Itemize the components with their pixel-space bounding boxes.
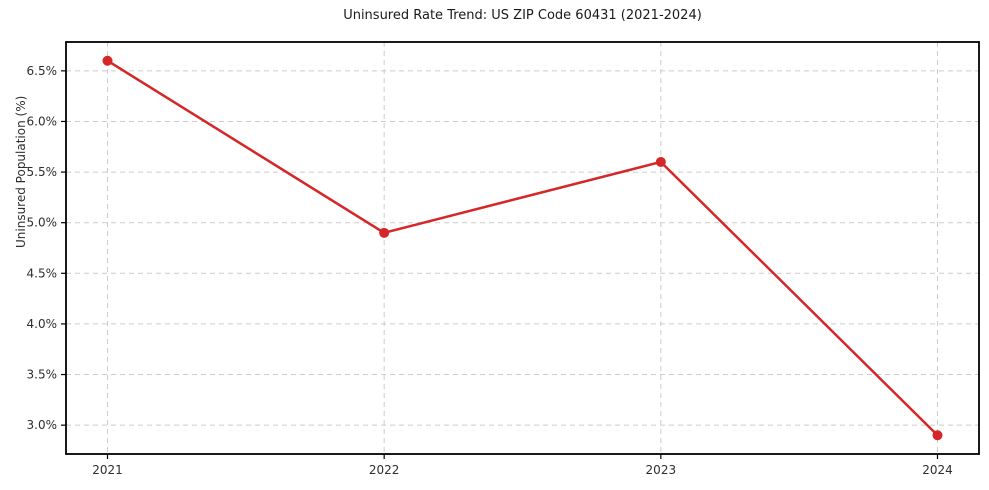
y-tick-label: 4.0% bbox=[27, 317, 58, 331]
x-tick-label: 2021 bbox=[92, 463, 123, 477]
y-tick-label: 4.5% bbox=[27, 266, 58, 280]
y-tick-label: 5.0% bbox=[27, 216, 58, 230]
plot-border bbox=[65, 41, 980, 455]
data-point-marker bbox=[102, 55, 113, 66]
data-point-marker bbox=[932, 430, 943, 441]
y-tick-label: 5.5% bbox=[27, 165, 58, 179]
chart-title: Uninsured Rate Trend: US ZIP Code 60431 … bbox=[343, 8, 702, 23]
y-tick-label: 3.0% bbox=[27, 418, 58, 432]
y-tick-label: 6.5% bbox=[27, 64, 58, 78]
x-tick-label: 2022 bbox=[369, 463, 400, 477]
y-tick-label: 3.5% bbox=[27, 368, 58, 382]
data-point-marker bbox=[655, 156, 666, 167]
x-tick-label: 2024 bbox=[922, 463, 953, 477]
trend-line bbox=[106, 59, 939, 437]
y-tick-label: 6.0% bbox=[27, 114, 58, 128]
x-tick-label: 2023 bbox=[646, 463, 677, 477]
data-point-marker bbox=[379, 227, 390, 238]
